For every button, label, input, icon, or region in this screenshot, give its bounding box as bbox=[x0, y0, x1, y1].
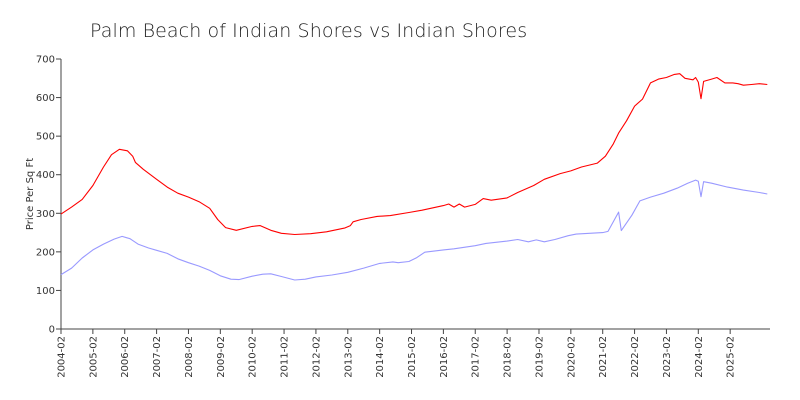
x-tick-label: 2022-02 bbox=[630, 336, 641, 378]
y-axis: 0 100 200 300 400 500 600 700 bbox=[36, 55, 62, 336]
x-tick-label: 2012-02 bbox=[311, 336, 322, 378]
y-tick-label: 700 bbox=[36, 55, 55, 66]
x-tick-label: 2007-02 bbox=[152, 336, 163, 378]
x-tick-label: 2021-02 bbox=[598, 336, 609, 378]
y-tick-label: 0 bbox=[49, 325, 55, 336]
x-tick-label: 2009-02 bbox=[216, 336, 227, 378]
x-tick-label: 2020-02 bbox=[566, 336, 577, 378]
x-tick-label: 2016-02 bbox=[439, 336, 450, 378]
x-tick-label: 2025-02 bbox=[726, 336, 737, 378]
x-tick-label: 2011-02 bbox=[280, 336, 291, 378]
x-tick-label: 2018-02 bbox=[503, 336, 514, 378]
y-tick-label: 500 bbox=[36, 132, 55, 143]
y-tick-label: 200 bbox=[36, 247, 55, 258]
x-tick-label: 2004-02 bbox=[57, 336, 68, 378]
y-tick-label: 600 bbox=[36, 93, 55, 104]
y-tick-label: 400 bbox=[36, 170, 55, 181]
series-line-1 bbox=[60, 73, 768, 236]
x-tick-label: 2019-02 bbox=[534, 336, 545, 378]
series-lines bbox=[60, 73, 768, 281]
x-axis: 2004-02 2005-02 2006-02 2007-02 2008-02 2009-… bbox=[57, 328, 770, 378]
y-tick-label: 100 bbox=[36, 286, 55, 297]
x-tick-label: 2005-02 bbox=[88, 336, 99, 378]
series-line-2 bbox=[60, 179, 768, 281]
x-tick-label: 2013-02 bbox=[343, 336, 354, 378]
x-tick-label: 2014-02 bbox=[375, 336, 386, 378]
x-tick-label: 2010-02 bbox=[248, 336, 259, 378]
x-tick-label: 2024-02 bbox=[694, 336, 705, 378]
x-tick-label: 2015-02 bbox=[407, 336, 418, 378]
y-axis-label: Price Per Sq Ft bbox=[25, 158, 36, 230]
x-tick-label: 2008-02 bbox=[184, 336, 195, 378]
y-tick-label: 300 bbox=[36, 209, 55, 220]
x-tick-label: 2023-02 bbox=[662, 336, 673, 378]
x-tick-label: 2006-02 bbox=[120, 336, 131, 378]
chart-title: Palm Beach of Indian Shores vs Indian Sh… bbox=[90, 20, 528, 42]
x-tick-label: 2017-02 bbox=[471, 336, 482, 378]
